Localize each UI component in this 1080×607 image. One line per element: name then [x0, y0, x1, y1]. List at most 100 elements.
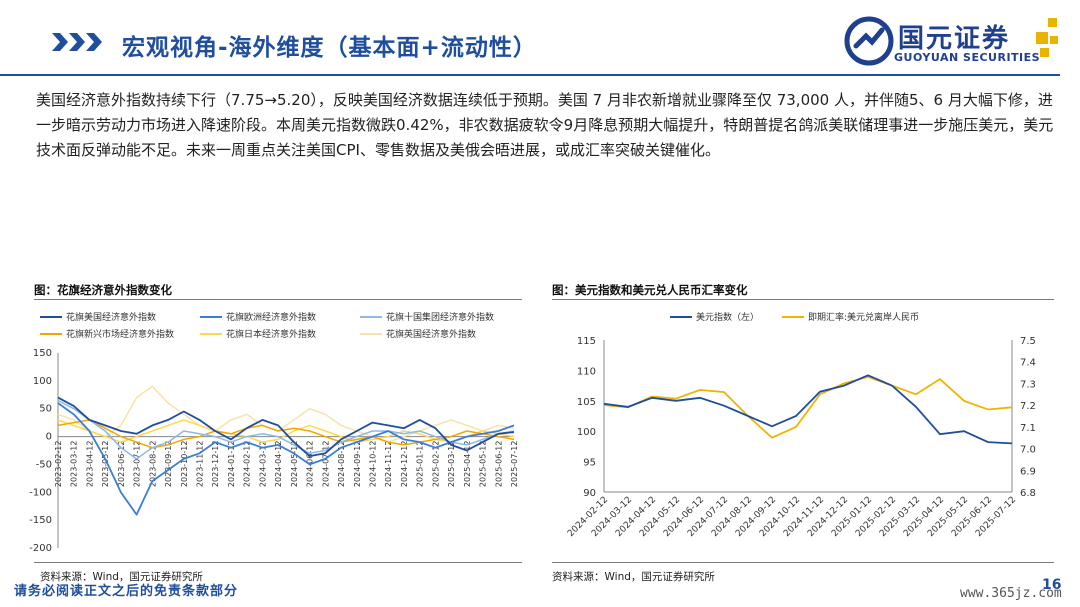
logo-emblem-icon — [844, 16, 894, 66]
x-tick-label: 2023-04-12 — [85, 441, 94, 488]
y-left-tick-label: 115 — [577, 336, 596, 347]
x-tick-label: 2023-02-12 — [54, 441, 63, 488]
x-tick-label: 2025-03-12 — [447, 441, 456, 488]
legend-label: 花旗欧洲经济意外指数 — [226, 313, 317, 323]
y-left-tick-label: 95 — [583, 458, 596, 469]
legend-swatch — [670, 315, 692, 318]
legend-item-series-1: 美元指数（左） — [670, 310, 759, 323]
page-number: 16 — [1042, 577, 1062, 593]
legend-swatch — [360, 332, 382, 335]
left-chart: 150 100 50 0 -50 -100 -150 -200 2023-02-12 2023-0… — [29, 348, 519, 554]
y-right-tick-label: 7.4 — [1020, 358, 1036, 369]
y-right-tick-label: 7.2 — [1020, 401, 1036, 412]
x-tick-label: 2024-08-12 — [337, 441, 346, 488]
y-tick-label: 50 — [39, 404, 52, 415]
x-tick-label: 2024-02-12 — [243, 441, 252, 488]
x-tick-label: 2025-01-12 — [416, 441, 425, 488]
legend-swatch — [200, 332, 222, 335]
y-left-tick-label: 100 — [577, 427, 596, 438]
line-series-1 — [57, 396, 515, 457]
x-tick-label: 2025-07-12 — [510, 441, 519, 488]
line-series-6 — [57, 385, 515, 443]
x-tick-label: 2024-04-12 — [274, 441, 283, 488]
x-tick-label: 2023-12-12 — [211, 441, 220, 488]
legend-label: 即期汇率:美元兑离岸人民币 — [808, 313, 920, 323]
y-tick-label: 100 — [33, 376, 52, 387]
x-tick-label: 2023-10-12 — [180, 441, 189, 488]
x-tick-label: 2024-10-12 — [368, 441, 377, 488]
right-chart-source: 资料来源：Wind，国元证券研究所 — [552, 571, 715, 583]
left-chart-bottom-rule — [34, 562, 522, 563]
legend-label: 花旗英国经济意外指数 — [386, 330, 477, 340]
left-chart-title: 图：花旗经济意外指数变化 — [34, 283, 172, 297]
y-tick-label: 0 — [46, 432, 52, 443]
legend-item-series-2: 即期汇率:美元兑离岸人民币 — [782, 310, 919, 323]
y-right-tick-label: 6.9 — [1020, 466, 1036, 477]
left-chart-source: 资料来源：Wind，国元证券研究所 — [40, 571, 203, 583]
line-series-4 — [57, 419, 515, 449]
right-chart-bottom-rule — [552, 562, 1054, 563]
legend-item-series-5: 花旗日本经济意外指数 — [200, 327, 316, 340]
header-divider — [0, 74, 1060, 76]
logo-gold-squares-icon — [1036, 18, 1058, 57]
x-tick-label: 2024-05-12 — [290, 441, 299, 488]
logo-name: 国元证券 — [898, 24, 1011, 54]
y-right-tick-label: 7.3 — [1020, 379, 1036, 390]
x-tick-label: 2025-04-12 — [463, 441, 472, 488]
legend-swatch — [40, 332, 62, 335]
x-tick-label: 2023-06-12 — [117, 441, 126, 488]
y-tick-label: -50 — [36, 459, 52, 470]
line-series-3 — [57, 399, 515, 460]
chevron-arrows-icon — [52, 33, 102, 51]
legend-item-series-4: 花旗新兴市场经济意外指数 — [40, 327, 174, 340]
left-chart-legend: 花旗美国经济意外指数 花旗欧洲经济意外指数 花旗十国集团经济意外指数 花旗新兴市场经济… — [40, 310, 520, 342]
right-chart-top-rule — [552, 299, 1054, 300]
x-tick-label: 2023-03-12 — [70, 441, 79, 488]
y-right-tick-label: 7.5 — [1020, 336, 1036, 347]
legend-label: 花旗十国集团经济意外指数 — [386, 313, 495, 323]
x-tick-label: 2025-05-12 — [479, 441, 488, 488]
legend-swatch — [782, 315, 804, 318]
right-chart-legend: 美元指数（左） 即期汇率:美元兑离岸人民币 — [670, 310, 1050, 326]
y-right-tick-label: 7.1 — [1020, 423, 1036, 434]
legend-item-series-6: 花旗英国经济意外指数 — [360, 327, 476, 340]
left-chart-top-rule — [34, 299, 522, 300]
legend-label: 花旗日本经济意外指数 — [226, 330, 317, 340]
legend-item-series-2: 花旗欧洲经济意外指数 — [200, 310, 316, 323]
page-title: 宏观视角-海外维度（基本面+流动性） — [122, 35, 537, 61]
x-tick-label: 2023-08-12 — [148, 441, 157, 488]
y-left-tick-label: 105 — [577, 397, 596, 408]
y-left-tick-label: 110 — [577, 366, 596, 377]
y-right-tick-label: 6.8 — [1020, 488, 1036, 499]
x-tick-label: 2023-09-12 — [164, 441, 173, 488]
line-series-2 — [603, 375, 1013, 439]
x-tick-label: 2023-07-12 — [133, 441, 142, 488]
x-tick-label: 2024-11-12 — [384, 441, 393, 488]
legend-label: 花旗新兴市场经济意外指数 — [66, 330, 175, 340]
right-chart-title: 图：美元指数和美元兑人民币汇率变化 — [552, 283, 748, 297]
summary-paragraph: 美国经济意外指数持续下行（7.75→5.20），反映美国经济数据连续低于预期。美… — [36, 91, 1054, 159]
right-chart: 115 110 105 100 95 90 7.5 7.4 7.3 7.2 7.1 7.0 6.9 6.8… — [566, 336, 1036, 539]
y-tick-label: -200 — [29, 543, 52, 554]
x-tick-label: 2023-05-12 — [101, 441, 110, 488]
line-series-1 — [603, 374, 1013, 445]
x-tick-label: 2024-01-12 — [227, 441, 236, 488]
disclaimer-text: 请务必阅读正文之后的免责条款部分 — [14, 584, 239, 599]
legend-label: 美元指数（左） — [696, 313, 760, 323]
y-tick-label: -100 — [29, 487, 52, 498]
legend-swatch — [200, 315, 222, 318]
line-series-2 — [57, 402, 515, 516]
legend-item-series-3: 花旗十国集团经济意外指数 — [360, 310, 494, 323]
y-right-tick-label: 7.0 — [1020, 445, 1036, 456]
line-series-5 — [57, 419, 515, 443]
slide-header: 宏观视角-海外维度（基本面+流动性） 国元证券 GUOYUAN SECURITI… — [0, 0, 1080, 80]
x-tick-label: 2023-11-12 — [196, 441, 205, 488]
x-tick-label: 2024-09-12 — [353, 441, 362, 488]
logo-english-name: GUOYUAN SECURITIES — [894, 51, 1041, 64]
watermark-text: www.365jz.com — [960, 586, 1062, 601]
y-left-tick-label: 90 — [583, 488, 596, 499]
y-tick-label: -150 — [29, 515, 52, 526]
x-tick-label: 2024-07-12 — [321, 441, 330, 488]
legend-swatch — [40, 315, 62, 318]
x-tick-label: 2024-12-12 — [400, 441, 409, 488]
